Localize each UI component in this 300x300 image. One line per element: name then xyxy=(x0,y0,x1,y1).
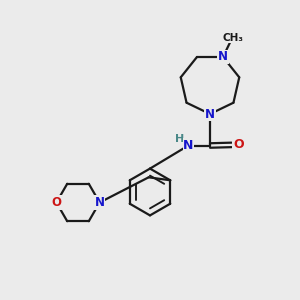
Text: H: H xyxy=(175,134,184,144)
Text: CH₃: CH₃ xyxy=(223,33,244,43)
Text: N: N xyxy=(183,139,194,152)
Text: N: N xyxy=(218,50,228,64)
Text: N: N xyxy=(205,107,215,121)
Text: O: O xyxy=(51,196,62,209)
Text: N: N xyxy=(94,196,105,209)
Text: O: O xyxy=(233,138,244,152)
